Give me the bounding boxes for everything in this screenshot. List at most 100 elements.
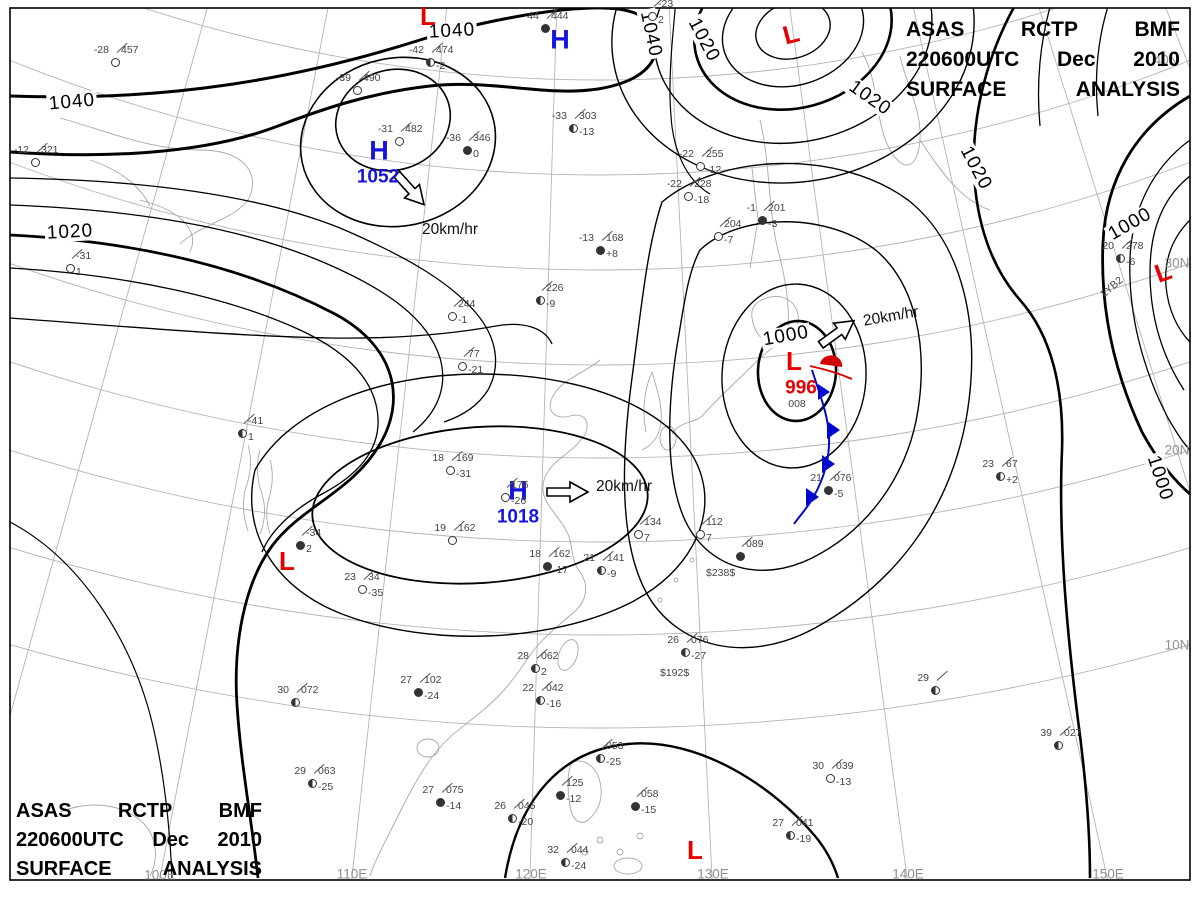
station-pressure: 041 bbox=[796, 817, 814, 829]
station-circle-icon bbox=[531, 664, 540, 673]
station-dewpoint: -15 bbox=[641, 804, 657, 816]
station-plot: 29 063 -25 bbox=[294, 763, 336, 793]
station-temperature: 26 bbox=[494, 800, 506, 812]
station-dewpoint: -24 bbox=[571, 860, 587, 872]
station-circle-icon bbox=[648, 12, 657, 21]
longitude-label: 120E bbox=[515, 866, 547, 882]
station-dewpoint: -31 bbox=[456, 468, 472, 480]
station-pressure: 490 bbox=[363, 72, 381, 84]
station-pressure: 169 bbox=[456, 452, 474, 464]
chart-title-bottom-line: ASAS RCTP BMF bbox=[16, 797, 262, 826]
station-plot: 21 076 -5 bbox=[810, 470, 852, 500]
longitude-label: 130E bbox=[697, 866, 729, 882]
station-dewpoint: +2 bbox=[1006, 474, 1018, 486]
station-circle-icon bbox=[681, 648, 690, 657]
station-circle-icon bbox=[536, 296, 545, 305]
cold-front-triangle bbox=[827, 421, 840, 439]
station-dewpoint: -1 bbox=[458, 314, 468, 326]
station-circle-icon bbox=[458, 362, 467, 371]
cold-front-triangle bbox=[818, 384, 830, 400]
station-pressure: 045 bbox=[518, 800, 536, 812]
station-circle-icon bbox=[1054, 741, 1063, 750]
station-plot: -28 457 bbox=[94, 42, 139, 67]
station-dewpoint: -5 bbox=[834, 488, 844, 500]
station-circle-icon bbox=[291, 698, 300, 707]
station-temperature: -22 bbox=[666, 178, 682, 190]
station-pressure: 134 bbox=[644, 516, 662, 528]
isobar bbox=[10, 177, 497, 423]
high-center-symbol: H bbox=[369, 135, 389, 166]
station-temperature: 18 bbox=[432, 452, 444, 464]
station-circle-icon bbox=[824, 486, 833, 495]
station-pressure: 346 bbox=[473, 132, 491, 144]
isobar bbox=[10, 521, 173, 879]
station-temperature: 20 bbox=[1102, 240, 1114, 252]
warm-front-line bbox=[809, 365, 853, 380]
station-circle-icon bbox=[448, 536, 457, 545]
station-pressure: 053 bbox=[606, 740, 624, 752]
isobars bbox=[10, 8, 1190, 879]
station-circle-icon bbox=[736, 552, 745, 561]
meridian-line bbox=[789, 8, 908, 880]
station-pressure: 303 bbox=[579, 110, 597, 122]
map-frame bbox=[9, 7, 1191, 881]
station-dewpoint: -21 bbox=[468, 364, 484, 376]
station-circle-icon bbox=[536, 696, 545, 705]
title-word: RCTP bbox=[1020, 18, 1079, 41]
station-plot: -42 474 -2 bbox=[409, 42, 454, 72]
station-pressure: 67 bbox=[1006, 458, 1018, 470]
station-temperature: 30 bbox=[277, 684, 289, 696]
station-pressure: 141 bbox=[607, 552, 625, 564]
chart-title-top-line: 220600UTC Dec 2010 bbox=[906, 45, 1180, 75]
station-temperature: 29 bbox=[917, 672, 929, 684]
station-pressure: -31 bbox=[76, 250, 92, 262]
station-temperature: 30 bbox=[812, 760, 824, 772]
station-dewpoint: -14 bbox=[446, 800, 462, 812]
station-temperature: 27 bbox=[772, 817, 784, 829]
station-circle-icon bbox=[414, 688, 423, 697]
station-circle-icon bbox=[448, 312, 457, 321]
station-dewpoint: 1 bbox=[248, 431, 254, 443]
isobar bbox=[251, 373, 706, 637]
station-pressure: 112 bbox=[706, 516, 723, 528]
isobar bbox=[1149, 175, 1190, 391]
open-arrow-icon bbox=[817, 319, 856, 350]
station-pressure: 076 bbox=[691, 634, 709, 646]
station-temperature: -44 bbox=[523, 10, 539, 22]
isobar bbox=[623, 162, 973, 649]
station-plot: -34 2 bbox=[296, 525, 321, 555]
station-circle-icon bbox=[426, 58, 435, 67]
station-pressure: 039 bbox=[836, 760, 854, 772]
title-word: ASAS bbox=[906, 18, 965, 41]
station-pressure: 027 bbox=[1064, 727, 1082, 739]
station-dewpoint: -12 bbox=[566, 793, 582, 805]
latitude-label: 20N bbox=[1164, 442, 1190, 458]
title-word: 220600UTC bbox=[16, 829, 124, 851]
station-pressure: 244 bbox=[458, 298, 476, 310]
isobar-1040 bbox=[10, 8, 658, 157]
meridian-line bbox=[668, 8, 713, 880]
station-plot: 26 076 -27 bbox=[667, 632, 709, 662]
latitude-label: 40N bbox=[1153, 52, 1179, 68]
station-plot: -31 482 bbox=[378, 121, 423, 146]
isobar bbox=[669, 8, 711, 195]
station-pressure: 168 bbox=[606, 232, 624, 244]
isobar bbox=[1165, 219, 1190, 343]
isobar-1020-ring bbox=[693, 8, 893, 111]
station-pressure: 226 bbox=[546, 282, 564, 294]
station-pressure: 204 bbox=[724, 218, 742, 230]
station-plot: 30 072 bbox=[277, 682, 319, 707]
title-word: 2010 bbox=[1133, 48, 1180, 71]
high-center-symbol: H bbox=[550, 24, 570, 55]
station-circle-icon bbox=[556, 791, 565, 800]
warm-front-semicircle bbox=[820, 355, 843, 367]
meridian-line bbox=[351, 8, 448, 880]
station-pressure: 162 bbox=[458, 522, 476, 534]
station-temperature: 23 bbox=[344, 571, 356, 583]
station-dewpoint: -24 bbox=[424, 690, 440, 702]
station-circle-icon bbox=[463, 146, 472, 155]
station-circle-icon bbox=[596, 754, 605, 763]
station-dewpoint: -20 bbox=[518, 816, 534, 828]
coastlines bbox=[59, 51, 991, 877]
